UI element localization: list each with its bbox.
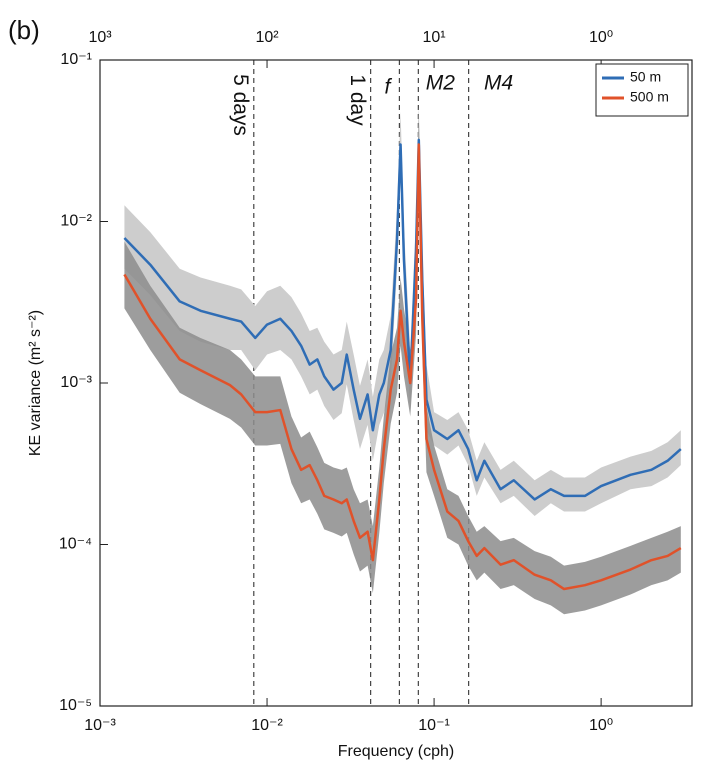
- x2-tick-label: 10²: [255, 29, 279, 46]
- annotation-label: 5 days: [229, 74, 252, 136]
- y-tick-label: 10⁻¹: [60, 51, 92, 68]
- series-line: [123, 143, 682, 591]
- y-tick-label: 10⁻⁵: [59, 697, 92, 714]
- x-tick-label: 10⁻¹: [418, 717, 450, 734]
- y-axis-label: KE variance (m² s⁻²): [27, 310, 44, 456]
- confidence-band: [124, 111, 681, 615]
- x-tick-label: 10⁻²: [251, 717, 283, 734]
- x2-tick-label: 10¹: [423, 29, 446, 46]
- series-line: [123, 138, 682, 501]
- annotation-label: M2: [426, 72, 455, 95]
- x-tick-label: 10⁰: [589, 717, 613, 734]
- annotation-label: M4: [484, 72, 513, 95]
- y-tick-label: 10⁻³: [60, 374, 92, 391]
- x2-tick-label: 10³: [88, 29, 112, 46]
- x2-tick-label: 10⁰: [589, 29, 613, 46]
- legend-box: [595, 63, 689, 117]
- y-tick-label: 10⁻²: [60, 213, 92, 230]
- annotation-label: f: [384, 76, 392, 99]
- legend-label: 500 m: [630, 89, 669, 105]
- x-tick-label: 10⁻³: [84, 717, 116, 734]
- annotation-label: 1 day: [346, 74, 369, 126]
- panel-label: (b): [8, 15, 40, 45]
- legend-label: 50 m: [630, 69, 661, 85]
- y-tick-label: 10⁻⁴: [59, 536, 92, 553]
- x-axis-label: Frequency (cph): [338, 743, 455, 760]
